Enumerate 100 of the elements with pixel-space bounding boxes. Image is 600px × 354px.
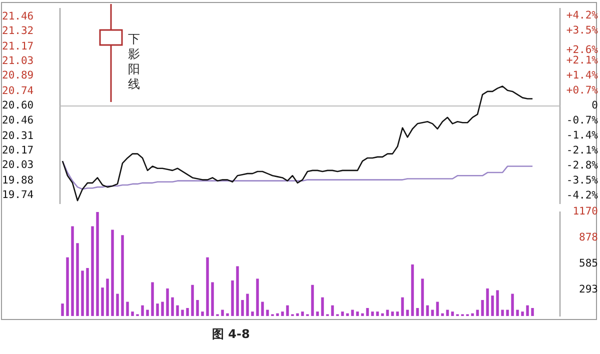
bar [496, 290, 499, 316]
y-tick-label: 21.32 [2, 24, 34, 37]
bar [161, 302, 164, 316]
bar [346, 313, 349, 316]
bar [331, 305, 334, 316]
bar [141, 305, 144, 316]
bar [71, 226, 74, 316]
y-tick-label: 20.17 [2, 144, 34, 156]
y2-tick-label: +1.4% [566, 70, 599, 82]
y-tick-label: 20.74 [2, 85, 34, 98]
y2-tick-label: 878 [579, 232, 598, 244]
y2-tick-label: -1.4% [566, 130, 599, 142]
bar [196, 300, 199, 316]
bar [471, 313, 474, 316]
bar [86, 268, 89, 316]
bar [181, 310, 184, 316]
bar [281, 312, 284, 316]
y-tick-label: 19.88 [2, 174, 34, 187]
y-tick-label: 19.74 [2, 189, 34, 202]
bar [341, 312, 344, 316]
bar [116, 294, 119, 316]
bar [451, 312, 454, 316]
bar [531, 308, 534, 316]
bar [356, 312, 359, 316]
bar [401, 297, 404, 316]
y2-tick-label: 585 [579, 258, 598, 270]
y2-tick-label: 293 [579, 284, 598, 296]
bar [206, 257, 209, 316]
y-tick-label: 20.03 [2, 158, 34, 171]
bar [186, 308, 189, 316]
bar [301, 312, 304, 316]
bar [366, 308, 369, 316]
bar [166, 288, 169, 316]
y2-tick-label: +2.6% [566, 44, 599, 56]
y-tick-label: 21.46 [2, 10, 34, 22]
y2-tick-label: -0.7% [566, 114, 599, 127]
bar [171, 297, 174, 316]
bar [486, 288, 489, 316]
bar [81, 270, 84, 316]
bar [261, 302, 264, 316]
y2-tick-label: -3.5% [566, 174, 599, 187]
y-tick-label: 20.89 [2, 70, 34, 82]
bar [321, 297, 324, 316]
bar [476, 310, 479, 316]
bar [226, 313, 229, 316]
y-tick-label: 20.46 [2, 114, 34, 126]
bar [526, 305, 529, 316]
bar [351, 310, 354, 316]
bar [426, 305, 429, 316]
bar [481, 300, 484, 316]
y2-tick-label: +2.1% [566, 54, 599, 67]
bar [446, 310, 449, 316]
bar [131, 312, 134, 316]
bar [236, 266, 239, 316]
bar [386, 310, 389, 316]
bar [111, 230, 114, 316]
bar [121, 235, 124, 316]
bar [66, 257, 69, 316]
annotation: 下影阳线 [128, 32, 141, 92]
bar [416, 308, 419, 316]
bar [76, 243, 79, 316]
bar [361, 313, 364, 316]
y-tick-label: 21.03 [2, 55, 34, 68]
bar [431, 310, 434, 316]
bar [511, 294, 514, 316]
y-tick-label: 20.60 [2, 100, 34, 112]
bar [91, 226, 94, 316]
bar [191, 284, 194, 316]
y2-tick-label: +0.7% [566, 84, 599, 97]
y-tick-label: 20.31 [2, 130, 34, 142]
bar [491, 296, 494, 316]
y-tick-label: 21.17 [2, 40, 34, 52]
bar [296, 313, 299, 316]
bar [441, 313, 444, 316]
bar [406, 310, 409, 316]
bar [381, 313, 384, 316]
bar [286, 305, 289, 316]
bar [101, 288, 104, 316]
bar [376, 312, 379, 316]
bar [231, 280, 234, 316]
bar [411, 264, 414, 316]
bar [311, 284, 314, 316]
bar [371, 312, 374, 316]
bar [241, 300, 244, 316]
bar [151, 282, 154, 316]
caption: 图 4-8 [212, 326, 250, 343]
bar [506, 310, 509, 316]
bar [211, 282, 214, 316]
bar [501, 310, 504, 316]
bar [436, 302, 439, 316]
bar [316, 312, 319, 316]
bar [391, 312, 394, 316]
bar [396, 312, 399, 316]
y2-tick-label: 1170 [572, 206, 598, 218]
bar [96, 212, 99, 316]
bar [221, 310, 224, 316]
bar [516, 310, 519, 316]
bar [146, 310, 149, 316]
y2-tick-label: +3.5% [566, 24, 599, 37]
bar [521, 312, 524, 316]
